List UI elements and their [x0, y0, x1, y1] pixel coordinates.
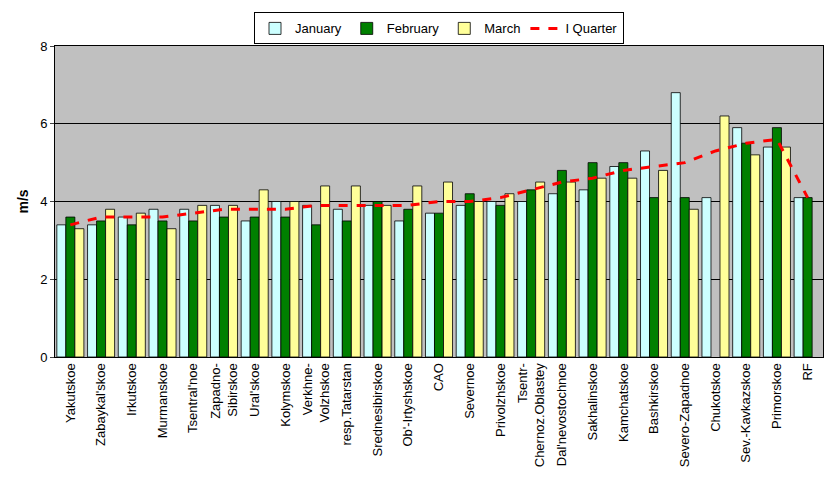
svg-text:Bashkirskoe: Bashkirskoe: [646, 363, 661, 434]
svg-text:6: 6: [40, 116, 47, 131]
svg-text:Sev.-Kavkazskoe: Sev.-Kavkazskoe: [738, 363, 753, 462]
svg-text:Sakhalinskoe: Sakhalinskoe: [585, 363, 600, 440]
svg-text:0: 0: [40, 350, 47, 365]
svg-text:Kolymskoe: Kolymskoe: [278, 363, 293, 427]
svg-text:4: 4: [40, 194, 47, 209]
svg-text:CAO: CAO: [431, 363, 446, 391]
svg-text:Primorskoe: Primorskoe: [769, 363, 784, 429]
svg-text:Irkutskoe: Irkutskoe: [124, 363, 139, 416]
svg-text:Murmanskoe: Murmanskoe: [155, 363, 170, 438]
svg-text:Tsentr-Chernoz.Oblastey: Tsentr-Chernoz.Oblastey: [515, 363, 547, 468]
svg-text:Tsentral'noe: Tsentral'noe: [185, 363, 200, 433]
svg-text:resp.Tatarstan: resp.Tatarstan: [339, 363, 354, 445]
svg-text:March: March: [484, 21, 520, 36]
svg-text:February: February: [387, 21, 440, 36]
svg-text:Privolzhskoe: Privolzhskoe: [493, 363, 508, 437]
svg-text:Yakutskoe: Yakutskoe: [63, 363, 78, 423]
svg-text:RF: RF: [800, 363, 815, 380]
svg-text:I Quarter: I Quarter: [565, 21, 617, 36]
svg-text:Zapadno-Sibirskoe: Zapadno-Sibirskoe: [208, 363, 240, 419]
svg-text:Ural'skoe: Ural'skoe: [247, 363, 262, 417]
svg-text:2: 2: [40, 272, 47, 287]
svg-text:m/s: m/s: [15, 189, 31, 213]
svg-text:Ob'-Irtyshskoe: Ob'-Irtyshskoe: [401, 363, 416, 446]
svg-text:Srednesibirskoe: Srednesibirskoe: [370, 363, 385, 456]
svg-text:Dal'nevostochnoe: Dal'nevostochnoe: [554, 363, 569, 466]
svg-text:Severo-Zapadnoe: Severo-Zapadnoe: [677, 363, 692, 467]
svg-text:Zabaykal'skoe: Zabaykal'skoe: [93, 363, 108, 446]
svg-text:8: 8: [40, 39, 47, 54]
svg-text:Chukotskoe: Chukotskoe: [708, 363, 723, 432]
svg-text:January: January: [295, 21, 342, 36]
svg-text:Severnoe: Severnoe: [462, 363, 477, 419]
svg-text:Verkhne-Volzhskoe: Verkhne-Volzhskoe: [300, 363, 332, 422]
svg-text:Kamchatskoe: Kamchatskoe: [616, 363, 631, 442]
